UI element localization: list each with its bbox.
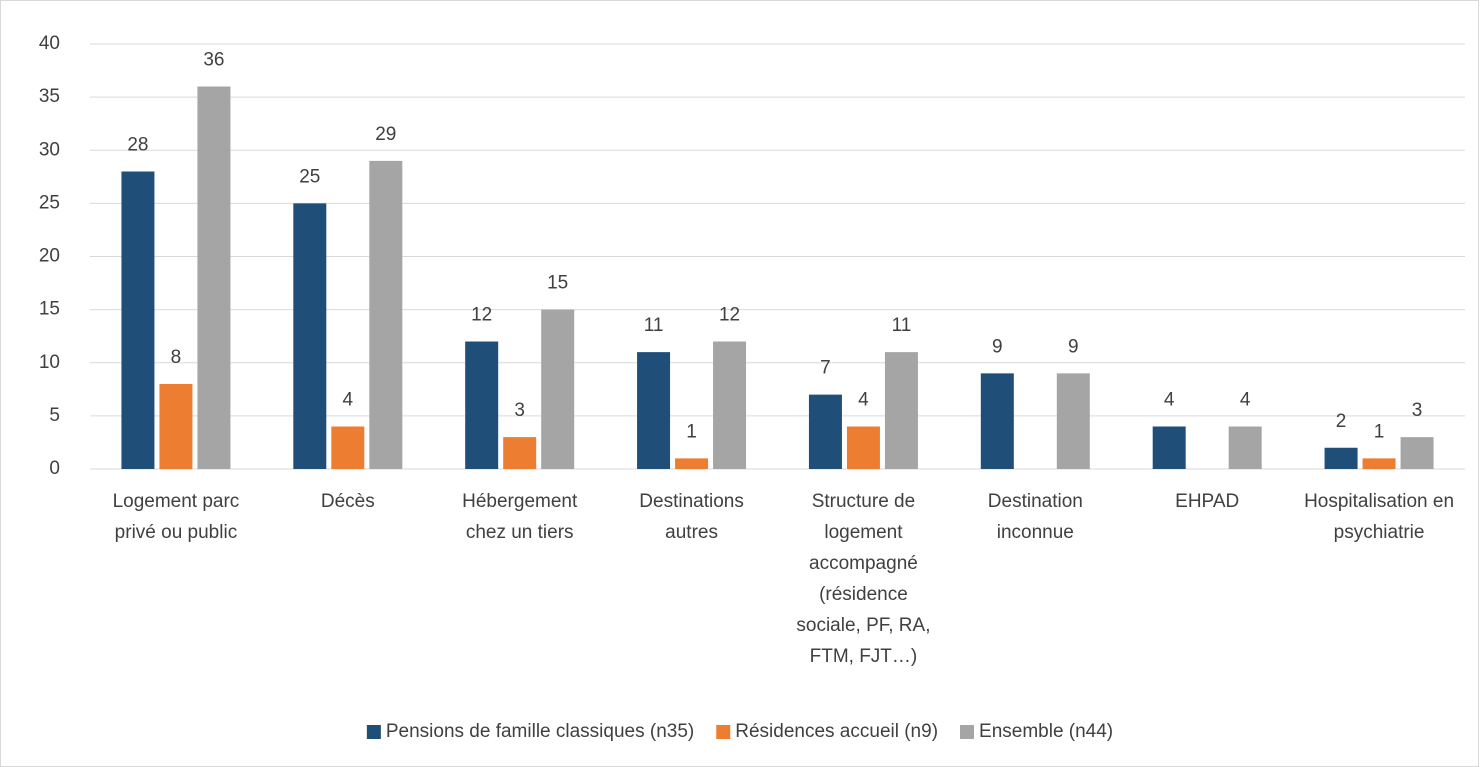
- bar: [1228, 426, 1262, 469]
- legend-label: Ensemble (n44): [979, 721, 1113, 742]
- y-tick-label: 25: [39, 192, 60, 213]
- bar: [1324, 447, 1358, 469]
- data-label: 36: [203, 50, 224, 71]
- bar: [1152, 426, 1186, 469]
- y-tick-label: 20: [39, 246, 60, 267]
- legend-item: Ensemble (n44): [960, 721, 1113, 742]
- legend-label: Pensions de famille classiques (n35): [386, 721, 694, 742]
- legend-item: Résidences accueil (n9): [716, 721, 938, 742]
- y-tick-label: 35: [39, 86, 60, 107]
- bar: [884, 352, 918, 469]
- x-tick-label: EHPAD: [1175, 491, 1239, 512]
- data-label: 2: [1336, 411, 1347, 432]
- data-label: 4: [1240, 390, 1251, 411]
- data-label: 29: [375, 124, 396, 145]
- legend-swatch: [960, 725, 975, 739]
- x-tick-label: Décès: [321, 491, 375, 512]
- data-label: 4: [343, 390, 354, 411]
- legend-label: Résidences accueil (n9): [735, 721, 938, 742]
- data-label: 9: [1068, 336, 1079, 357]
- legend-swatch: [716, 725, 731, 739]
- bar: [675, 458, 709, 469]
- bar: [159, 384, 193, 469]
- x-tick-label: Destinations autres: [639, 491, 744, 543]
- x-tick-label: Hospitalisation en psychiatrie: [1304, 491, 1454, 543]
- data-label: 12: [719, 305, 740, 326]
- x-tick-label: Structure de logement accompagné (résidence…: [796, 491, 930, 667]
- bar: [331, 426, 365, 469]
- data-label: 15: [547, 273, 568, 294]
- data-label: 1: [1374, 421, 1385, 442]
- x-tick-label: Hébergement chez un tiers: [462, 491, 578, 543]
- x-tick-label: Destination inconnue: [988, 491, 1083, 543]
- data-label: 4: [1164, 390, 1175, 411]
- bar: [980, 373, 1014, 469]
- legend-swatch: [366, 725, 381, 739]
- legend-item: Pensions de famille classiques (n35): [366, 721, 694, 742]
- y-tick-label: 0: [49, 458, 60, 479]
- bar: [121, 171, 155, 469]
- data-label: 25: [299, 166, 320, 187]
- data-label: 7: [820, 358, 831, 379]
- bar: [1362, 458, 1396, 469]
- y-tick-label: 30: [39, 139, 60, 160]
- y-tick-label: 40: [39, 33, 60, 54]
- bar: [369, 160, 403, 469]
- bar: [808, 394, 842, 469]
- bar: [465, 341, 499, 469]
- data-label: 11: [644, 315, 664, 336]
- bar: [197, 86, 231, 469]
- data-label: 3: [1412, 400, 1423, 421]
- data-label: 28: [127, 135, 148, 156]
- y-tick-label: 15: [39, 299, 60, 320]
- data-label: 12: [471, 305, 492, 326]
- data-label: 4: [858, 390, 869, 411]
- bar: [503, 437, 537, 469]
- bar: [637, 352, 671, 469]
- y-tick-label: 5: [49, 405, 60, 426]
- data-label: 9: [992, 336, 1003, 357]
- bar: [1056, 373, 1090, 469]
- bar: [1400, 437, 1434, 469]
- bar: [713, 341, 747, 469]
- bar: [293, 203, 327, 469]
- data-label: 3: [514, 400, 525, 421]
- bar: [846, 426, 880, 469]
- y-tick-label: 10: [39, 352, 60, 373]
- bar: [541, 309, 575, 469]
- data-label: 1: [686, 421, 697, 442]
- x-tick-label: Logement parc privé ou public: [113, 491, 240, 543]
- data-label: 8: [171, 347, 182, 368]
- data-label: 11: [892, 315, 912, 336]
